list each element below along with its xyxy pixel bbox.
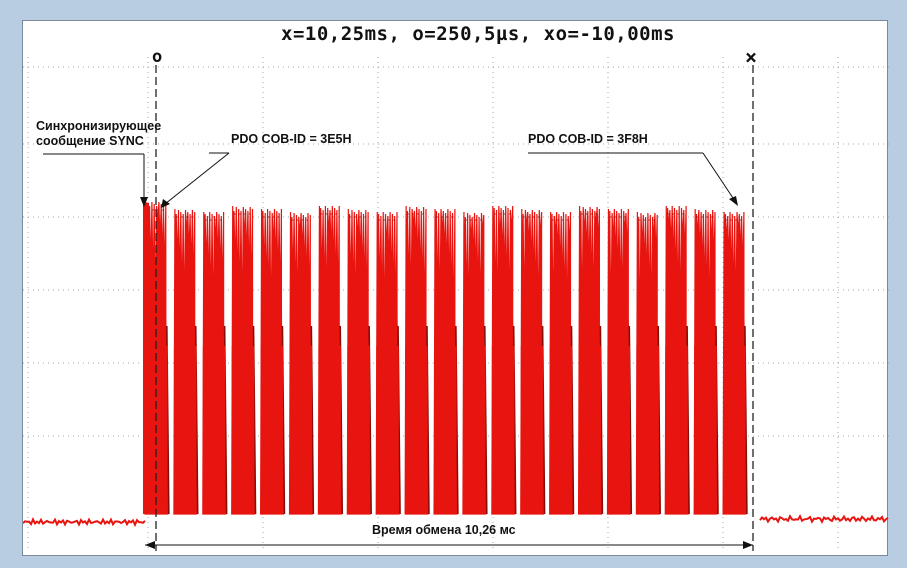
- frame-lower-body: [289, 346, 313, 514]
- oscilloscope-plot: x=10,25ms, o=250,5µs, xo=-10,00ms o × Си…: [22, 20, 889, 556]
- sync-pulse: [143, 203, 149, 514]
- cursor-readout: x=10,25ms, o=250,5µs, xo=-10,00ms: [281, 23, 675, 45]
- cursor-x-label[interactable]: ×: [745, 45, 758, 69]
- frame-lower-body: [520, 346, 544, 514]
- frame-lower-body: [491, 346, 515, 514]
- sync-annotation-line2: сообщение SYNC: [36, 134, 144, 148]
- pdo-last-annotation: PDO COB-ID = 3F8H: [528, 132, 648, 146]
- exchange-time-label: Время обмена 10,26 мс: [372, 523, 516, 537]
- pdo-last-leader: [702, 152, 736, 202]
- frame-lower-body: [549, 346, 573, 514]
- idle-signal-right: [759, 514, 889, 524]
- frame-lower-body: [723, 346, 746, 514]
- pdo-first-annotation: PDO COB-ID = 3E5H: [231, 132, 352, 146]
- frame-lower-body: [636, 346, 659, 514]
- pdo-last-arrowhead: [729, 196, 738, 206]
- exchange-arrow-right: [743, 541, 753, 549]
- plot-svg: [23, 57, 889, 551]
- cursor-o-label[interactable]: o: [152, 47, 163, 67]
- frame-lower-body: [665, 346, 688, 514]
- frame-lower-body: [405, 346, 428, 514]
- frame-lower-body: [173, 346, 197, 514]
- frame-lower-body: [202, 346, 226, 514]
- frame-lower-body: [462, 346, 486, 514]
- frame-lower-body: [347, 346, 370, 514]
- frame-lower-body: [434, 346, 457, 514]
- sync-arrowhead: [140, 197, 148, 207]
- frame-lower-body: [607, 346, 631, 514]
- sync-annotation-line1: Синхронизирующее: [36, 119, 162, 133]
- exchange-arrow-left: [145, 541, 155, 549]
- pdo-first-leader: [164, 152, 230, 205]
- pdo-first-arrowhead: [161, 199, 170, 208]
- frame-lower-body: [376, 346, 399, 514]
- frame-lower-body: [694, 346, 717, 514]
- frame-lower-body: [231, 346, 255, 514]
- frame-lower-body: [260, 346, 284, 514]
- frame-lower-body: [578, 346, 602, 514]
- idle-signal-left: [23, 516, 146, 528]
- frame-lower-body: [318, 346, 341, 514]
